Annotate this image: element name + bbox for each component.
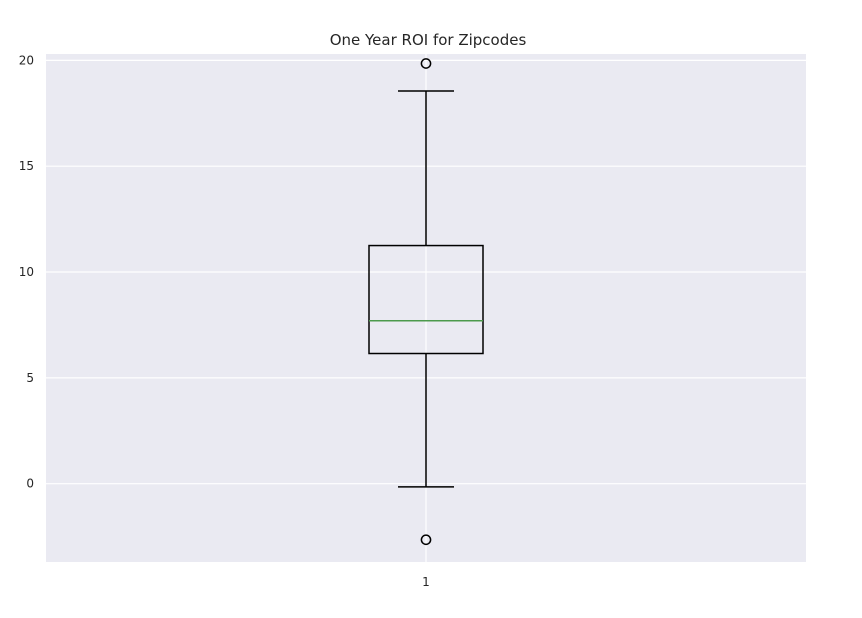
iqr-box [368, 244, 484, 355]
outlier-point [420, 534, 432, 546]
axis-ticks: 0 5 10 15 20 1 [19, 53, 430, 589]
outlier-point [420, 58, 432, 69]
chart-title: One Year ROI for Zipcodes [330, 31, 527, 49]
box-1 [368, 58, 484, 546]
x-tick-label: 1 [422, 575, 430, 589]
y-tick-label: 5 [26, 371, 34, 385]
y-tick-label: 10 [19, 265, 34, 279]
y-tick-label: 20 [19, 53, 34, 67]
y-tick-label: 0 [26, 477, 34, 491]
y-tick-label: 15 [19, 159, 34, 173]
boxes [368, 58, 484, 546]
